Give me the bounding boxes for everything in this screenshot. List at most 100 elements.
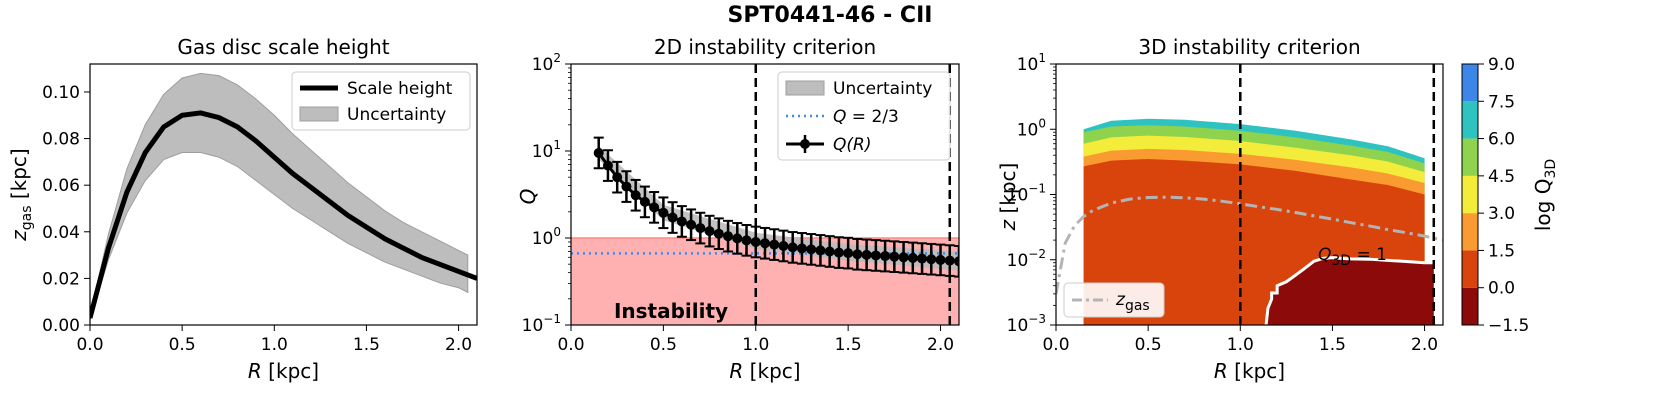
x-tick-label: 1.5 xyxy=(1319,335,1346,355)
y-tick-label: 101 xyxy=(532,138,561,162)
q-point xyxy=(796,243,807,254)
colorbar-segment xyxy=(1462,175,1478,214)
q-point xyxy=(630,190,641,201)
colorbar-label: log Q3D xyxy=(1531,159,1559,231)
q-point xyxy=(833,247,844,258)
colorbar-tick-label: −1.5 xyxy=(1488,316,1529,336)
legend-swatch-uncertainty xyxy=(299,106,339,122)
colorbar-frame xyxy=(1461,63,1479,326)
uncertainty-band xyxy=(90,72,469,321)
x-tick-label: 1.5 xyxy=(353,335,380,355)
q-point xyxy=(704,226,715,237)
x-tick-label: 0.5 xyxy=(1135,335,1162,355)
y-tick-label: 100 xyxy=(532,225,561,249)
x-tick-label: 0.0 xyxy=(557,335,584,355)
colorbar-tick-label: 4.5 xyxy=(1488,167,1515,187)
q-point xyxy=(861,249,872,260)
q-point xyxy=(612,172,623,183)
legend-swatch-q-point xyxy=(800,139,810,149)
x-tick-label: 2.0 xyxy=(927,335,954,355)
y-tick-label: 10−1 xyxy=(1007,182,1046,206)
x-tick-label: 1.0 xyxy=(742,335,769,355)
y-tick-label: 0.00 xyxy=(42,316,80,336)
q-point xyxy=(778,240,789,251)
colorbar-segment xyxy=(1462,138,1478,176)
x-tick-label: 1.5 xyxy=(835,335,862,355)
x-axis-label: R [kpc] xyxy=(729,359,800,383)
panel-title: Gas disc scale height xyxy=(177,35,389,59)
y-tick-label: 0.10 xyxy=(42,83,80,103)
q-point xyxy=(769,239,780,250)
x-tick-label: 0.5 xyxy=(169,335,196,355)
q-point xyxy=(593,147,604,158)
q-point xyxy=(787,242,798,253)
y-tick-label: 0.02 xyxy=(42,269,80,289)
legend-label: Uncertainty xyxy=(833,79,932,99)
y-tick-label: 10−2 xyxy=(1007,247,1046,271)
plot-area xyxy=(90,72,477,321)
plot-area xyxy=(571,64,959,325)
plot-area xyxy=(1056,64,1443,325)
y-axis-label: z [kpc] xyxy=(996,163,1020,232)
axes-frame xyxy=(89,63,478,326)
colorbar: 9.0 7.5 6.0 4.5 3.0 1.5 0.0 −1.5 log Q3D xyxy=(1461,55,1559,336)
q-point xyxy=(667,212,678,223)
colorbar-tick-label: 0.0 xyxy=(1488,279,1515,299)
y-tick-label: 10−1 xyxy=(522,312,561,336)
q-point xyxy=(639,196,650,207)
q-point xyxy=(686,219,697,230)
q-point xyxy=(824,246,835,257)
legend-label: Uncertainty xyxy=(347,105,446,125)
legend-label: Scale height xyxy=(347,79,453,99)
y-axis-label: zgas [kpc] xyxy=(7,148,35,242)
level-band-neg1.5 xyxy=(1266,257,1434,325)
scale-height-line xyxy=(90,110,477,319)
q-point xyxy=(907,252,918,263)
x-tick-label: 0.5 xyxy=(650,335,677,355)
y-tick-label: 10−3 xyxy=(1007,312,1046,336)
q-point xyxy=(917,253,928,264)
q3d-unity-contour xyxy=(1264,256,1434,325)
q-point xyxy=(870,250,881,261)
q-point xyxy=(889,251,900,262)
legend-label: Q = 2/3 xyxy=(833,107,899,127)
x-tick-label: 0.0 xyxy=(76,335,103,355)
q-point xyxy=(760,238,770,249)
colorbar-segment xyxy=(1462,213,1478,251)
panel-3d-instability: Q3D = 1 0.0 0.5 1.0 1.5 2.0 10−3 10−2 10−1 100 101… xyxy=(996,35,1444,383)
colorbar-tick-label: 6.0 xyxy=(1488,130,1515,150)
x-tick-label: 1.0 xyxy=(261,335,288,355)
q-point xyxy=(926,254,937,265)
legend-label: zgas xyxy=(1115,290,1150,314)
panel-title: 3D instability criterion xyxy=(1138,35,1360,59)
colorbar-tick-label: 9.0 xyxy=(1488,55,1515,75)
colorbar-tick-label: 7.5 xyxy=(1488,92,1515,112)
panel-2d-instability: Instability 0.0 0.5 1.0 1.5 2.0 10−1 100 101 102 2… xyxy=(516,35,960,383)
instability-label: Instability xyxy=(614,299,728,323)
q-point xyxy=(880,251,891,262)
q-point xyxy=(602,160,613,171)
y-axis-label: Q xyxy=(516,189,540,205)
x-tick-label: 2.0 xyxy=(445,335,472,355)
legend-box xyxy=(1063,282,1165,318)
q-point xyxy=(843,248,854,259)
q-point xyxy=(935,254,946,265)
q-point xyxy=(898,252,909,263)
q-point xyxy=(676,216,687,227)
q-point xyxy=(658,207,669,218)
q-point xyxy=(732,233,743,244)
q-point xyxy=(741,235,752,246)
colorbar-segment xyxy=(1462,101,1478,139)
y-tick-label: 102 xyxy=(532,51,561,75)
colorbar-segment xyxy=(1462,287,1478,325)
q-point xyxy=(806,244,817,255)
colorbar-tick-label: 1.5 xyxy=(1488,241,1515,261)
x-tick-label: 0.0 xyxy=(1042,335,1069,355)
y-tick-label: 0.08 xyxy=(42,130,80,150)
zgas-line xyxy=(1056,195,1443,295)
y-tick-label: 101 xyxy=(1017,51,1046,75)
q-point xyxy=(852,249,863,260)
colorbar-segment xyxy=(1462,250,1478,288)
q-point xyxy=(954,256,959,267)
